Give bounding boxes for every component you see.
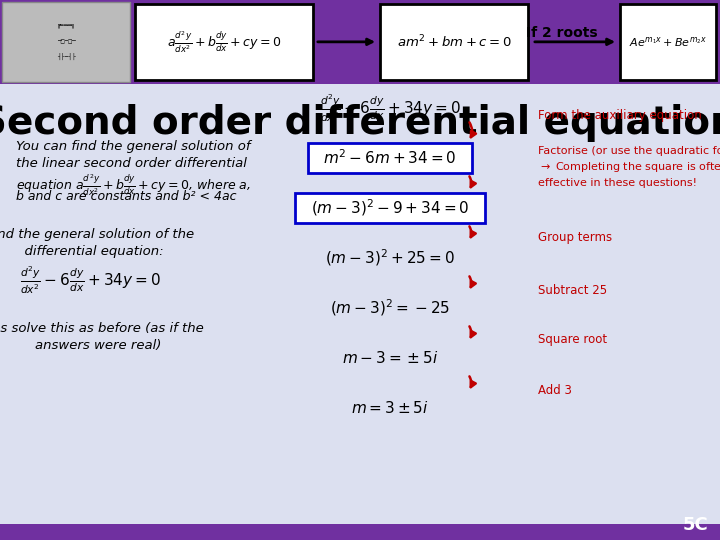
Text: Add 3: Add 3	[538, 383, 572, 396]
Text: $m - 3 = \pm 5i$: $m - 3 = \pm 5i$	[342, 350, 438, 366]
Text: Find the general solution of the
  differential equation:: Find the general solution of the differe…	[0, 228, 194, 258]
Text: $am^2+bm+c=0$: $am^2+bm+c=0$	[397, 33, 511, 50]
Text: $\frac{d^2y}{dx^2} - 6\frac{dy}{dx} + 34y = 0$: $\frac{d^2y}{dx^2} - 6\frac{dy}{dx} + 34…	[320, 92, 460, 124]
Text: $a\frac{d^2y}{dx^2}+b\frac{dy}{dx}+cy=0$: $a\frac{d^2y}{dx^2}+b\frac{dy}{dx}+cy=0$	[167, 29, 282, 55]
Text: Group terms: Group terms	[538, 232, 612, 245]
Text: Form the auxiliary equation: Form the auxiliary equation	[538, 109, 702, 122]
Bar	[295, 193, 485, 223]
Text: ┤├─┤├: ┤├─┤├	[57, 53, 76, 60]
Text: You can find the general solution of
the linear second order differential: You can find the general solution of the…	[16, 140, 251, 170]
Text: $(m-3)^2 - 9 + 34 = 0$: $(m-3)^2 - 9 + 34 = 0$	[311, 198, 469, 218]
Text: ╔═══╗: ╔═══╗	[57, 24, 76, 29]
Text: $Ae^{m_1 x}+Be^{m_2 x}$: $Ae^{m_1 x}+Be^{m_2 x}$	[629, 35, 707, 49]
Text: Second order differential equations: Second order differential equations	[0, 104, 720, 141]
Text: $(m-3)^2 = -25$: $(m-3)^2 = -25$	[330, 298, 450, 319]
Text: Factorise (or use the quadratic formula)
$\rightarrow$ Completing the square is : Factorise (or use the quadratic formula)…	[538, 146, 720, 187]
Bar	[0, 0, 720, 84]
Text: $(m-3)^2 + 25 = 0$: $(m-3)^2 + 25 = 0$	[325, 248, 455, 268]
Text: $m = 3 \pm 5i$: $m = 3 \pm 5i$	[351, 400, 429, 416]
Text: Let's solve this as before (as if the
    answers were real): Let's solve this as before (as if the an…	[0, 322, 204, 352]
Bar	[2, 2, 130, 82]
Text: If 2 roots: If 2 roots	[526, 26, 598, 40]
Bar	[0, 524, 720, 540]
Bar	[380, 4, 528, 80]
Text: b and c are constants and b² < 4ac: b and c are constants and b² < 4ac	[16, 190, 236, 203]
Text: $m^2 - 6m + 34 = 0$: $m^2 - 6m + 34 = 0$	[323, 148, 456, 167]
Text: equation $a\frac{d^2y}{dx^2}+b\frac{dy}{dx}+cy=0$, where a,: equation $a\frac{d^2y}{dx^2}+b\frac{dy}{…	[16, 172, 251, 198]
Bar	[135, 4, 313, 80]
Text: $\frac{d^2y}{dx^2} - 6\frac{dy}{dx} + 34y = 0$: $\frac{d^2y}{dx^2} - 6\frac{dy}{dx} + 34…	[19, 265, 161, 296]
Text: Square root: Square root	[538, 334, 607, 347]
Bar	[620, 4, 716, 80]
Text: ─□─□─: ─□─□─	[57, 39, 76, 44]
Bar	[308, 143, 472, 173]
Text: 5C: 5C	[683, 516, 708, 534]
Text: Subtract 25: Subtract 25	[538, 284, 607, 296]
